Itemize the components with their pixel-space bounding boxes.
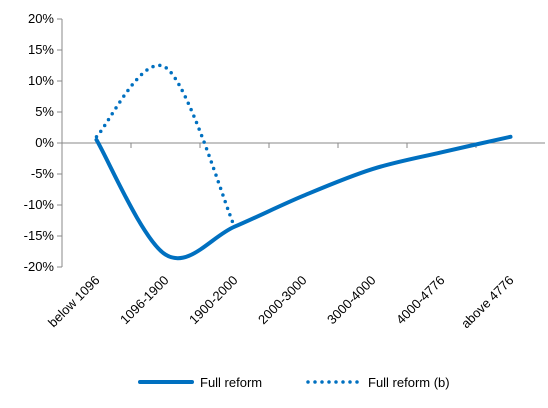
line: [94, 63, 237, 229]
x-tick-label: 1096-1900: [117, 273, 172, 328]
y-tick-label: -15%: [24, 228, 55, 243]
y-tick-label: 5%: [35, 104, 54, 119]
y-tick-label: -20%: [24, 259, 55, 274]
y-tick-label: 0%: [35, 135, 54, 150]
x-tick-label: above 4776: [458, 273, 517, 332]
x-tick-label: 2000-3000: [255, 273, 310, 328]
y-tick-label: -5%: [31, 166, 55, 181]
x-tick-label: below 1096: [45, 273, 103, 331]
y-tick-label: 10%: [28, 73, 54, 88]
x-tick-label: 3000-4000: [324, 273, 379, 328]
y-tick-label: -10%: [24, 197, 55, 212]
legend-label: Full reform (b): [368, 375, 450, 390]
line: [94, 134, 513, 261]
x-tick-label: 1900-2000: [186, 273, 241, 328]
legend-label: Full reform: [200, 375, 262, 390]
x-tick-label: 4000-4776: [393, 273, 448, 328]
y-tick-label: 15%: [28, 42, 54, 57]
y-tick-label: 20%: [28, 11, 54, 26]
